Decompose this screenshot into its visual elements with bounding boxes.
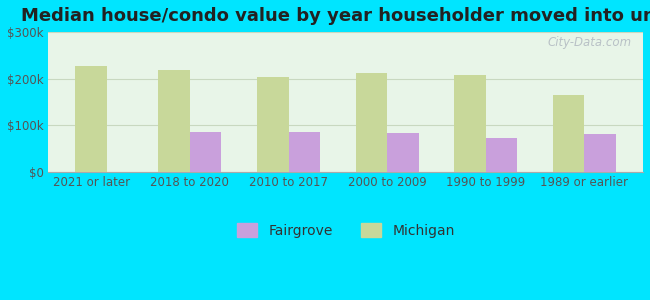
Bar — [584, 134, 616, 172]
Bar — [75, 65, 107, 172]
Bar — [486, 138, 517, 172]
Legend: Fairgrove, Michigan: Fairgrove, Michigan — [231, 218, 460, 243]
Bar — [356, 73, 387, 172]
Bar — [289, 132, 320, 172]
Text: City-Data.com: City-Data.com — [547, 36, 631, 49]
Bar — [553, 95, 584, 172]
Bar — [454, 75, 486, 172]
Bar — [387, 134, 419, 172]
Bar — [159, 70, 190, 172]
Title: Median house/condo value by year householder moved into unit: Median house/condo value by year househo… — [21, 7, 650, 25]
Bar — [190, 132, 222, 172]
Bar — [257, 77, 289, 172]
